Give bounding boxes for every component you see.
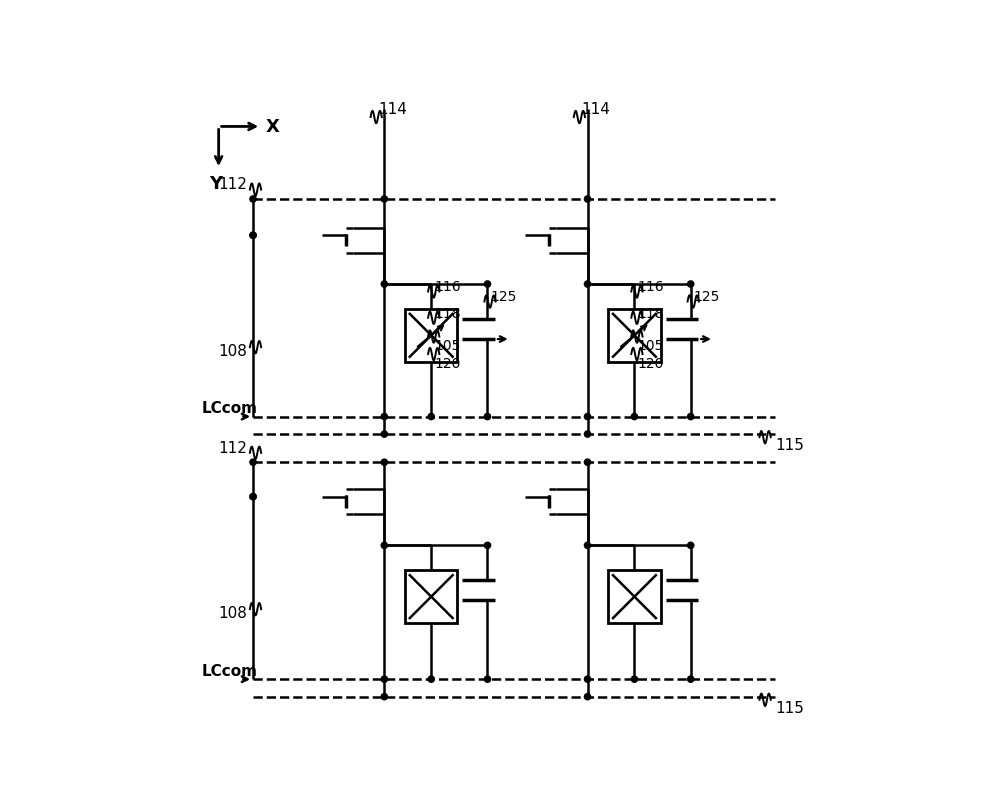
Circle shape <box>250 233 256 239</box>
Circle shape <box>250 196 256 203</box>
Circle shape <box>631 676 638 682</box>
Text: Y: Y <box>209 174 222 193</box>
Circle shape <box>484 281 491 288</box>
Text: 114: 114 <box>581 102 610 118</box>
Circle shape <box>688 281 694 288</box>
Circle shape <box>688 414 694 420</box>
Circle shape <box>484 414 491 420</box>
Circle shape <box>381 676 387 682</box>
Circle shape <box>381 414 387 420</box>
Text: 120: 120 <box>434 357 461 371</box>
Text: 105: 105 <box>434 339 461 353</box>
Text: 125: 125 <box>491 290 517 304</box>
Circle shape <box>584 281 591 288</box>
Circle shape <box>381 281 387 288</box>
Text: 105: 105 <box>638 339 664 353</box>
Circle shape <box>381 693 387 700</box>
Circle shape <box>584 460 591 466</box>
Circle shape <box>250 494 256 500</box>
Text: 118: 118 <box>638 307 664 320</box>
Circle shape <box>381 196 387 203</box>
Circle shape <box>381 460 387 466</box>
Circle shape <box>250 494 256 500</box>
Circle shape <box>584 414 591 420</box>
Text: 114: 114 <box>378 102 407 118</box>
Text: LCcom: LCcom <box>201 663 257 678</box>
Circle shape <box>428 676 434 682</box>
Circle shape <box>428 414 434 420</box>
Circle shape <box>484 676 491 682</box>
Text: 118: 118 <box>434 307 461 320</box>
Text: 125: 125 <box>694 290 720 304</box>
Circle shape <box>250 233 256 239</box>
Circle shape <box>584 431 591 438</box>
Text: 115: 115 <box>775 700 804 715</box>
Circle shape <box>584 543 591 549</box>
Text: 108: 108 <box>218 605 247 620</box>
Text: 108: 108 <box>218 343 247 358</box>
Text: 120: 120 <box>638 357 664 371</box>
Circle shape <box>688 676 694 682</box>
Text: 116: 116 <box>638 280 664 294</box>
Circle shape <box>381 543 387 549</box>
Text: 116: 116 <box>434 280 461 294</box>
Circle shape <box>584 196 591 203</box>
Circle shape <box>584 676 591 682</box>
Circle shape <box>484 543 491 549</box>
Text: 112: 112 <box>218 440 247 455</box>
Text: X: X <box>266 118 279 136</box>
Text: LCcom: LCcom <box>201 401 257 416</box>
Text: 112: 112 <box>218 178 247 192</box>
Circle shape <box>688 543 694 549</box>
Circle shape <box>250 460 256 466</box>
Circle shape <box>584 693 591 700</box>
Circle shape <box>631 414 638 420</box>
Circle shape <box>381 431 387 438</box>
Text: 115: 115 <box>775 438 804 453</box>
